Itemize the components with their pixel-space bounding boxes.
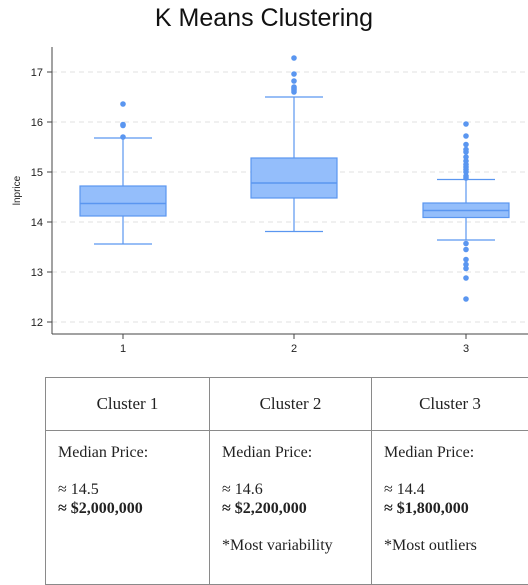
header-cluster-3: Cluster 3 [371,377,528,431]
median-label: Median Price: [58,444,149,461]
y-tick-label: 16 [31,117,43,129]
price-median-value: ≈ $2,200,000 [222,500,307,517]
box-iqr [79,185,167,217]
outlier-point [463,240,469,247]
price-median-value: ≈ $2,000,000 [58,500,143,517]
outlier-point [463,121,469,127]
cluster-note: *Most outliers [384,537,477,554]
y-tick-label: 14 [31,217,43,229]
y-tick-label: 15 [31,167,43,179]
cluster-summary-table: Cluster 1 Cluster 2 Cluster 3 Median Pri… [45,377,528,585]
outlier-point [463,296,469,302]
y-tick-label: 17 [31,67,43,79]
outlier-point [120,134,126,140]
x-tick-label: 1 [120,343,126,355]
price-median-value: ≈ $1,800,000 [384,500,469,517]
median-label: Median Price: [384,444,475,461]
box-iqr [250,157,338,199]
cluster-3-cell: Median Price: ≈ 14.4 ≈ $1,800,000 *Most … [371,430,528,585]
box-series [79,55,510,302]
outlier-point [120,101,126,107]
x-tick-label: 2 [291,343,297,355]
outlier-point [463,261,469,268]
header-cluster-1: Cluster 1 [45,377,210,431]
y-tick-label: 13 [31,267,43,279]
outlier-point [463,246,469,253]
y-tick-label: 12 [31,317,43,329]
outlier-point [463,158,469,164]
outlier-point [291,71,297,77]
outlier-point [463,154,469,160]
outlier-point [463,265,469,272]
outlier-point [463,133,469,139]
log-median-value: ≈ 14.4 [384,481,425,498]
outlier-point [463,146,469,153]
outlier-point [291,78,297,84]
outlier-point [463,256,469,263]
log-median-value: ≈ 14.6 [222,481,263,498]
cluster-1-cell: Median Price: ≈ 14.5 ≈ $2,000,000 [45,430,210,585]
outlier-point [120,121,126,128]
cluster-note: *Most variability [222,537,333,554]
table-header-row: Cluster 1 Cluster 2 Cluster 3 [45,377,528,431]
table-row: Median Price: ≈ 14.5 ≈ $2,000,000 Median… [45,430,528,585]
median-label: Median Price: [222,444,313,461]
outlier-point [463,141,469,148]
header-cluster-2: Cluster 2 [209,377,372,431]
y-axis-label: lnprice [12,175,23,205]
chart-title: K Means Clustering [154,4,374,32]
outlier-point [291,84,297,90]
outlier-point [291,55,297,61]
outlier-point [463,275,469,281]
log-median-value: ≈ 14.5 [58,481,99,498]
cluster-2-cell: Median Price: ≈ 14.6 ≈ $2,200,000 *Most … [209,430,372,585]
outlier-point [463,173,469,179]
x-tick-label: 3 [463,343,469,355]
